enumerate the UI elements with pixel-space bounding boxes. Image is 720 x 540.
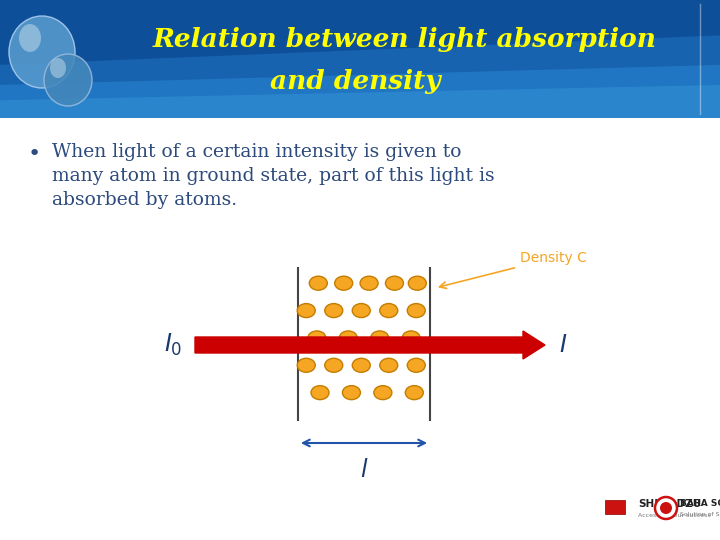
Text: $l$: $l$	[360, 459, 368, 482]
Ellipse shape	[408, 303, 426, 318]
Text: and density: and density	[270, 70, 441, 94]
Text: absorbed by atoms.: absorbed by atoms.	[52, 191, 237, 209]
Polygon shape	[0, 65, 720, 118]
Ellipse shape	[325, 358, 343, 372]
Ellipse shape	[402, 331, 420, 345]
Ellipse shape	[297, 303, 315, 318]
Ellipse shape	[374, 386, 392, 400]
Text: Relation between light absorption: Relation between light absorption	[153, 28, 657, 52]
Ellipse shape	[408, 358, 426, 372]
Circle shape	[655, 497, 677, 519]
Text: many atom in ground state, part of this light is: many atom in ground state, part of this …	[52, 167, 495, 185]
Ellipse shape	[335, 276, 353, 290]
Text: Solution of Success: Solution of Success	[680, 512, 720, 517]
Ellipse shape	[379, 303, 397, 318]
Polygon shape	[0, 36, 720, 118]
Ellipse shape	[339, 331, 357, 345]
Ellipse shape	[19, 24, 41, 52]
Ellipse shape	[9, 16, 75, 88]
Circle shape	[660, 502, 672, 514]
Bar	[0, 0, 720, 118]
Ellipse shape	[371, 331, 389, 345]
Ellipse shape	[379, 358, 397, 372]
Ellipse shape	[297, 358, 315, 372]
Ellipse shape	[308, 331, 326, 345]
Ellipse shape	[405, 386, 423, 400]
Ellipse shape	[343, 386, 361, 400]
Text: $I_0$: $I_0$	[163, 332, 182, 358]
Ellipse shape	[50, 58, 66, 78]
Ellipse shape	[311, 386, 329, 400]
Ellipse shape	[360, 276, 378, 290]
Ellipse shape	[44, 54, 92, 106]
Ellipse shape	[408, 276, 426, 290]
FancyArrow shape	[195, 331, 545, 359]
Text: SHIMADZU: SHIMADZU	[638, 499, 701, 509]
Ellipse shape	[352, 358, 370, 372]
Text: •: •	[27, 144, 40, 164]
Ellipse shape	[310, 276, 328, 290]
Text: $I$: $I$	[559, 334, 567, 356]
Text: Density C: Density C	[439, 251, 587, 288]
Text: Access to your success: Access to your success	[638, 512, 711, 517]
Polygon shape	[0, 85, 720, 118]
Text: When light of a certain intensity is given to: When light of a certain intensity is giv…	[52, 143, 462, 161]
Ellipse shape	[325, 303, 343, 318]
Text: BARA SCIENTIFIC: BARA SCIENTIFIC	[680, 500, 720, 509]
Ellipse shape	[385, 276, 403, 290]
Bar	[605, 500, 625, 514]
Ellipse shape	[352, 303, 370, 318]
